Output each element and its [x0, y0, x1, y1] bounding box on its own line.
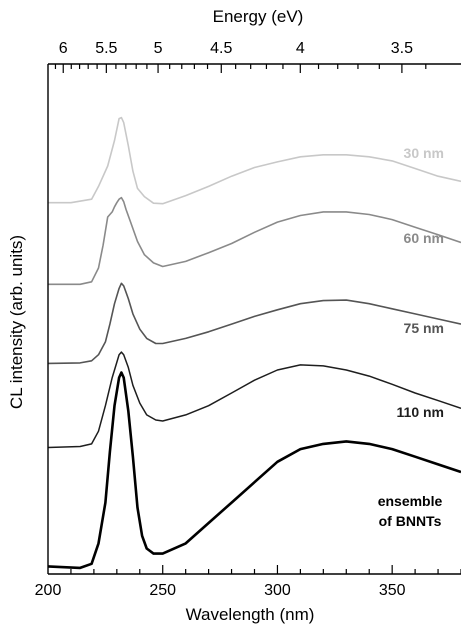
top-tick-label: 5: [154, 40, 163, 57]
series-label-1: 30 nm: [404, 145, 444, 161]
top-axis-title: Energy (eV): [213, 7, 304, 26]
top-tick-label: 6: [59, 40, 68, 57]
series-line-2: [48, 196, 461, 286]
labels-layer: 30 nm 60 nm 75 nm 110 nm ensemble of BNNTs: [378, 145, 444, 529]
series-line-1: [48, 116, 461, 205]
series-line-5: [47, 371, 461, 570]
series-label-5: ensemble of BNNTs: [378, 493, 443, 529]
series-label-3: 75 nm: [404, 320, 444, 336]
y-axis-title: CL intensity (arb. units): [7, 235, 26, 409]
top-tick-label: 4: [296, 40, 305, 57]
x-tick-label: 300: [264, 582, 291, 599]
top-tick-label: 4.5: [210, 40, 232, 57]
series-layer: [47, 116, 461, 570]
series-line-3: [47, 282, 461, 365]
top-tick-label: 5.5: [95, 40, 117, 57]
top-tick-label: 3.5: [391, 40, 413, 57]
series-label-4: 110 nm: [397, 404, 444, 420]
series-label-2: 60 nm: [404, 230, 444, 246]
axes-layer: 200 250 300 350 6 5.5 5 4.5 4 3.5: [35, 40, 461, 599]
x-axis-title: Wavelength (nm): [186, 605, 315, 624]
series-line-4: [47, 351, 461, 449]
x-tick-label: 350: [379, 582, 406, 599]
x-tick-label: 250: [149, 582, 176, 599]
x-tick-label: 200: [35, 582, 62, 599]
